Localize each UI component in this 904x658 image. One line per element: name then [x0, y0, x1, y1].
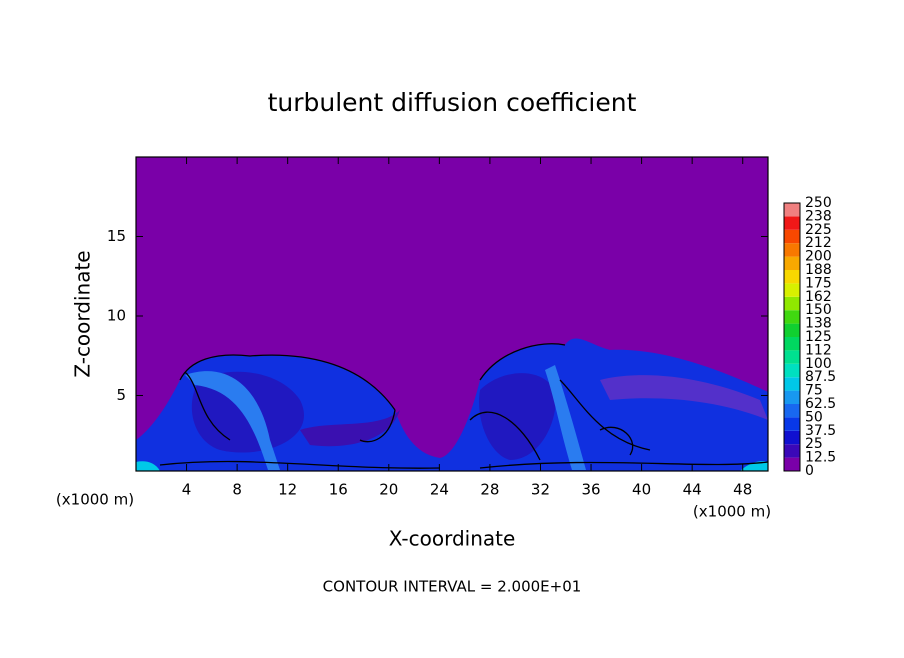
colorbar-label: 225 — [805, 222, 832, 238]
colorbar-swatch — [784, 283, 800, 297]
colorbar-label: 200 — [805, 249, 832, 265]
colorbar-swatch — [784, 444, 800, 458]
x-tick-label: 8 — [232, 481, 242, 499]
colorbar-swatch — [784, 457, 800, 471]
colorbar-swatch — [784, 270, 800, 284]
colorbar-swatch — [784, 216, 800, 230]
colorbar-label: 50 — [805, 409, 823, 425]
colorbar-swatch — [784, 390, 800, 404]
x-tick-label: 20 — [379, 481, 398, 499]
colorbar-label: 37.5 — [805, 423, 836, 439]
colorbar-label: 238 — [805, 208, 832, 224]
colorbar-label: 87.5 — [805, 369, 836, 385]
y-tick-label: 5 — [116, 386, 126, 404]
colorbar-swatch — [784, 256, 800, 270]
colorbar-label: 150 — [805, 302, 832, 318]
x-axis-label: X-coordinate — [389, 527, 516, 551]
x-tick-label: 16 — [329, 481, 348, 499]
colorbar-swatch — [784, 323, 800, 337]
colorbar-swatch — [784, 404, 800, 418]
x-tick-label: 4 — [182, 481, 192, 499]
colorbar-swatch — [784, 229, 800, 244]
field — [136, 157, 769, 471]
x-unit-label: (x1000 m) — [56, 491, 134, 509]
y-tick-label: 15 — [107, 227, 126, 245]
colorbar-label: 212 — [805, 235, 832, 251]
colorbar-label: 25 — [805, 436, 823, 452]
x-tick-label: 32 — [531, 481, 550, 499]
x-tick-label: 48 — [733, 481, 752, 499]
x-tick-label: 44 — [683, 481, 702, 499]
colorbar-label: 175 — [805, 275, 832, 291]
colorbar-swatch — [784, 417, 800, 431]
x-tick-label: 28 — [480, 481, 499, 499]
colorbar-swatch — [784, 430, 800, 445]
colorbar-swatch — [784, 203, 800, 217]
x-tick-label: 40 — [632, 481, 651, 499]
colorbar-swatch — [784, 310, 800, 324]
colorbar-swatch — [784, 337, 800, 351]
colorbar-label: 138 — [805, 316, 832, 332]
colorbar-swatch — [784, 350, 800, 364]
plot-frame — [135, 156, 769, 472]
colorbar-frame — [783, 202, 801, 472]
x-tick-label: 36 — [581, 481, 600, 499]
colorbar-label: 250 — [805, 195, 832, 211]
y-tick-label: 10 — [107, 306, 126, 324]
colorbar-label: 125 — [805, 329, 832, 345]
colorbar-swatch — [784, 377, 800, 391]
colorbar-label: 62.5 — [805, 396, 836, 412]
colorbar-swatch — [784, 363, 800, 378]
y-axis-label: Z-coordinate — [71, 250, 95, 377]
x-tick-label: 12 — [278, 481, 297, 499]
colorbar-swatch — [784, 243, 800, 257]
colorbar-label: 12.5 — [805, 450, 836, 466]
colorbar-label: 162 — [805, 289, 832, 305]
colorbar-label: 75 — [805, 383, 823, 399]
x-tick-label: 24 — [430, 481, 449, 499]
colorbar-label: 0 — [805, 463, 814, 479]
colorbar-label: 112 — [805, 342, 832, 358]
x-unit-label: (x1000 m) — [693, 503, 771, 521]
footer: CONTOUR INTERVAL = 2.000E+01 — [323, 578, 582, 596]
colorbar-label: 100 — [805, 356, 832, 372]
colorbar-label: 188 — [805, 262, 832, 278]
colorbar-swatch — [784, 296, 800, 311]
chart-title: turbulent diffusion coefficient — [268, 88, 637, 117]
